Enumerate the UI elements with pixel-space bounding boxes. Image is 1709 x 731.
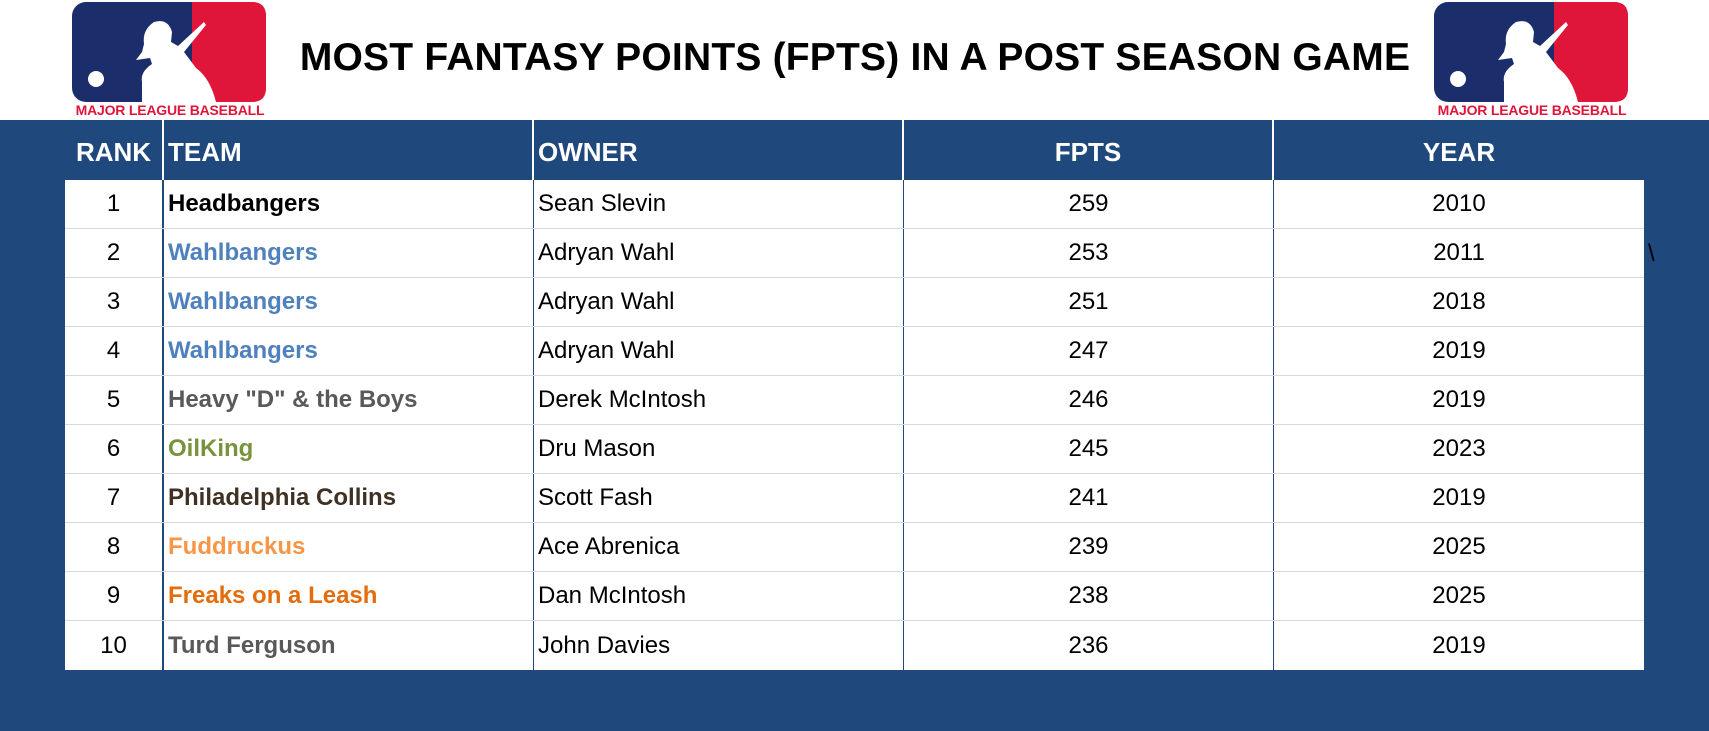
table-row: 6 OilKing Dru Mason 245 2023 <box>65 425 1644 474</box>
fpts-cell[interactable]: 239 <box>904 523 1274 571</box>
rank-cell[interactable]: 6 <box>65 425 164 473</box>
page-header: MAJOR LEAGUE BASEBALL MOST FANTASY POINT… <box>0 0 1709 120</box>
table-row: 9 Freaks on a Leash Dan McIntosh 238 2025 <box>65 572 1644 621</box>
owner-cell[interactable]: Sean Slevin <box>534 180 904 228</box>
fpts-cell[interactable]: 247 <box>904 327 1274 375</box>
table-row: 2 Wahlbangers Adryan Wahl 253 2011 <box>65 229 1644 278</box>
fpts-table: RANK TEAM OWNER FPTS YEAR 1 Headbangers Se… <box>65 120 1644 670</box>
fpts-cell[interactable]: 259 <box>904 180 1274 228</box>
mlb-logo-right: MAJOR LEAGUE BASEBALL <box>1434 2 1630 118</box>
team-cell[interactable]: Wahlbangers <box>164 229 534 277</box>
team-cell[interactable]: Wahlbangers <box>164 327 534 375</box>
table-row: 4 Wahlbangers Adryan Wahl 247 2019 <box>65 327 1644 376</box>
mlb-batter-icon <box>72 2 266 102</box>
fpts-cell[interactable]: 246 <box>904 376 1274 424</box>
year-cell[interactable]: 2019 <box>1432 484 1486 511</box>
team-cell[interactable]: Fuddruckus <box>164 523 534 571</box>
team-cell[interactable]: Heavy "D" & the Boys <box>164 376 534 424</box>
owner-cell[interactable]: Adryan Wahl <box>534 327 904 375</box>
year-cell[interactable]: 2019 <box>1432 337 1486 364</box>
fpts-cell[interactable]: 245 <box>904 425 1274 473</box>
rank-cell[interactable]: 5 <box>65 376 164 424</box>
fpts-cell[interactable]: 241 <box>904 474 1274 522</box>
year-cell[interactable]: 2019 <box>1432 631 1486 659</box>
year-cell[interactable]: 2025 <box>1432 533 1486 560</box>
fpts-cell[interactable]: 236 <box>904 621 1274 670</box>
table-row: 1 Headbangers Sean Slevin 259 2010 <box>65 180 1644 229</box>
mlb-batter-icon <box>1434 2 1628 102</box>
team-cell[interactable]: Headbangers <box>164 180 534 228</box>
table-row: 7 Philadelphia Collins Scott Fash 241 2019 <box>65 474 1644 523</box>
year-cell[interactable]: 2019 <box>1432 386 1486 413</box>
table-row: 8 Fuddruckus Ace Abrenica 239 2025 <box>65 523 1644 572</box>
column-header-team[interactable]: TEAM <box>164 120 534 180</box>
owner-cell[interactable]: Adryan Wahl <box>534 229 904 277</box>
column-header-owner[interactable]: OWNER <box>534 120 904 180</box>
owner-cell[interactable]: Dru Mason <box>534 425 904 473</box>
year-cell[interactable]: 2011 <box>1433 239 1485 266</box>
owner-cell[interactable]: John Davies <box>534 621 904 670</box>
rank-cell[interactable]: 4 <box>65 327 164 375</box>
page-title: MOST FANTASY POINTS (FPTS) IN A POST SEA… <box>299 36 1411 79</box>
table-row: 5 Heavy "D" & the Boys Derek McIntosh 246 20… <box>65 376 1644 425</box>
rank-cell[interactable]: 2 <box>65 229 164 277</box>
mlb-logo-text: MAJOR LEAGUE BASEBALL <box>1437 102 1627 118</box>
table-body: 1 Headbangers Sean Slevin 259 2010 2 Wahlbange… <box>65 180 1644 670</box>
owner-cell[interactable]: Dan McIntosh <box>534 572 904 620</box>
rank-cell[interactable]: 9 <box>65 572 164 620</box>
rank-cell[interactable]: 3 <box>65 278 164 326</box>
team-cell[interactable]: Philadelphia Collins <box>164 474 534 522</box>
fpts-cell[interactable]: 238 <box>904 572 1274 620</box>
team-cell[interactable]: Freaks on a Leash <box>164 572 534 620</box>
stray-backslash: \ <box>1648 240 1655 267</box>
year-cell[interactable]: 2025 <box>1432 582 1486 609</box>
fpts-cell[interactable]: 251 <box>904 278 1274 326</box>
rank-cell[interactable]: 1 <box>65 180 164 228</box>
owner-cell[interactable]: Ace Abrenica <box>534 523 904 571</box>
rank-cell[interactable]: 7 <box>65 474 164 522</box>
column-header-year[interactable]: YEAR <box>1274 120 1644 180</box>
mlb-logo-text: MAJOR LEAGUE BASEBALL <box>75 102 265 118</box>
column-header-fpts[interactable]: FPTS <box>904 120 1274 180</box>
column-header-rank[interactable]: RANK <box>65 120 164 180</box>
rank-cell[interactable]: 8 <box>65 523 164 571</box>
team-cell[interactable]: OilKing <box>164 425 534 473</box>
rank-cell[interactable]: 10 <box>65 621 164 670</box>
year-cell[interactable]: 2023 <box>1432 435 1486 462</box>
team-cell[interactable]: Wahlbangers <box>164 278 534 326</box>
team-cell[interactable]: Turd Ferguson <box>164 621 534 670</box>
owner-cell[interactable]: Derek McIntosh <box>534 376 904 424</box>
year-cell[interactable]: 2010 <box>1432 190 1486 217</box>
year-cell[interactable]: 2018 <box>1432 288 1486 315</box>
table-row: 3 Wahlbangers Adryan Wahl 251 2018 <box>65 278 1644 327</box>
owner-cell[interactable]: Adryan Wahl <box>534 278 904 326</box>
owner-cell[interactable]: Scott Fash <box>534 474 904 522</box>
table-header-row: RANK TEAM OWNER FPTS YEAR <box>65 120 1644 180</box>
mlb-logo-left: MAJOR LEAGUE BASEBALL <box>72 2 268 118</box>
table-row: 10 Turd Ferguson John Davies 236 2019 <box>65 621 1644 670</box>
fpts-cell[interactable]: 253 <box>904 229 1274 277</box>
